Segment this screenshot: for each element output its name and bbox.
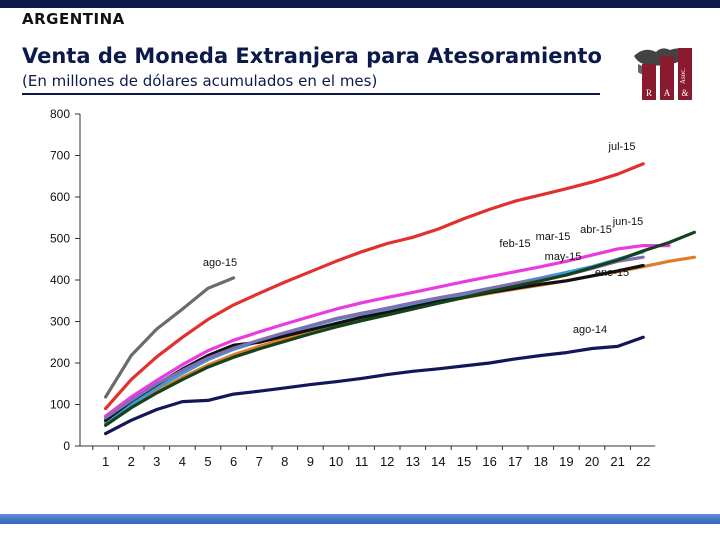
x-tick-label: 7 bbox=[256, 454, 263, 469]
logo-letter: R bbox=[646, 88, 652, 98]
x-tick-label: 11 bbox=[355, 454, 369, 469]
series-annotation: mar-15 bbox=[536, 231, 571, 243]
x-tick-label: 21 bbox=[610, 454, 624, 469]
x-tick-label: 22 bbox=[636, 454, 650, 469]
y-tick-label: 700 bbox=[50, 149, 70, 163]
country-label: ARGENTINA bbox=[22, 10, 125, 28]
x-tick-label: 9 bbox=[307, 454, 314, 469]
series-line-jul-15 bbox=[103, 162, 645, 411]
y-tick-label: 0 bbox=[63, 439, 70, 453]
x-tick-label: 2 bbox=[128, 454, 135, 469]
x-tick-label: 1 bbox=[102, 454, 109, 469]
top-bar bbox=[0, 0, 720, 34]
x-tick-label: 15 bbox=[457, 454, 471, 469]
series-annotation: jul-15 bbox=[608, 141, 636, 153]
y-tick-label: 800 bbox=[50, 107, 70, 121]
x-tick-label: 14 bbox=[431, 454, 445, 469]
series-annotation: may-15 bbox=[545, 251, 582, 263]
title-underline bbox=[22, 93, 600, 95]
series-annotation: abr-15 bbox=[580, 224, 612, 236]
page-title: Venta de Moneda Extranjera para Atesoram… bbox=[22, 44, 602, 68]
x-tick-label: 16 bbox=[482, 454, 496, 469]
x-tick-label: 20 bbox=[585, 454, 599, 469]
series-line-abr-15 bbox=[103, 244, 671, 418]
logo-letter: A bbox=[664, 88, 671, 98]
y-tick-label: 500 bbox=[50, 232, 70, 246]
company-logo: R A & Asoc. bbox=[634, 48, 692, 100]
page-subtitle: (En millones de dólares acumulados en el… bbox=[22, 72, 378, 90]
x-tick-label: 10 bbox=[329, 454, 343, 469]
logo-letter: & bbox=[681, 88, 688, 98]
logo-letter: Asoc. bbox=[679, 68, 687, 84]
series-annotation: jun-15 bbox=[612, 216, 644, 228]
y-tick-label: 100 bbox=[50, 398, 70, 412]
y-tick-label: 600 bbox=[50, 190, 70, 204]
x-tick-label: 17 bbox=[508, 454, 522, 469]
x-tick-label: 5 bbox=[204, 454, 211, 469]
x-tick-label: 4 bbox=[179, 454, 186, 469]
series-annotation: ago-15 bbox=[203, 257, 237, 269]
x-tick-label: 12 bbox=[380, 454, 394, 469]
chart-series bbox=[103, 162, 697, 436]
x-tick-label: 3 bbox=[153, 454, 160, 469]
x-tick-label: 8 bbox=[281, 454, 288, 469]
y-tick-label: 400 bbox=[50, 273, 70, 287]
y-tick-label: 300 bbox=[50, 315, 70, 329]
series-annotation: feb-15 bbox=[499, 238, 530, 250]
series-annotation: ago-14 bbox=[573, 324, 607, 336]
series-line-ago-14 bbox=[103, 335, 645, 436]
series-line-ago-15 bbox=[103, 276, 236, 399]
bottom-bar bbox=[0, 514, 720, 524]
x-tick-label: 6 bbox=[230, 454, 237, 469]
series-annotation: ene-15 bbox=[595, 267, 629, 279]
series-line-jun-15 bbox=[103, 230, 697, 427]
series-line-mar-15 bbox=[103, 263, 645, 422]
series-line-ene-15 bbox=[103, 255, 697, 425]
x-tick-label: 19 bbox=[559, 454, 573, 469]
y-tick-label: 200 bbox=[50, 356, 70, 370]
x-tick-label: 13 bbox=[406, 454, 420, 469]
x-tick-label: 18 bbox=[534, 454, 548, 469]
